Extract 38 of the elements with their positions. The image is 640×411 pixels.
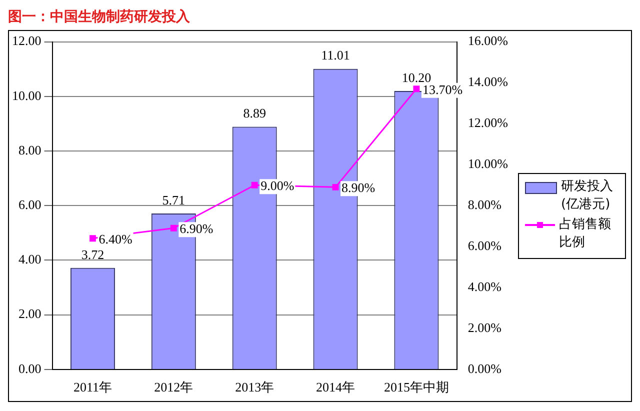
y2-tick-label: 4.00% xyxy=(468,278,502,294)
data-label: 6.90% xyxy=(180,221,214,236)
y2-tick-label: 6.00% xyxy=(468,238,502,253)
data-label: 9.00% xyxy=(260,178,294,194)
x-tick-label: 2011年 xyxy=(73,380,112,395)
y-tick-label: 2.00 xyxy=(18,306,42,322)
point xyxy=(332,184,339,190)
legend-label: 占销售额比例 xyxy=(559,216,612,252)
data-label: 6.40% xyxy=(98,231,132,246)
chart-title: 图一：中国生物制药研发投入 xyxy=(8,8,191,27)
data-label: 3.72 xyxy=(81,246,104,262)
point xyxy=(89,235,96,242)
y-tick-label: 4.00 xyxy=(18,252,42,267)
y2-tick-label: 0.00% xyxy=(468,360,502,376)
y2-tick-label: 14.00% xyxy=(468,74,508,90)
x-tick-label: 2014年 xyxy=(316,380,356,395)
x-tick-label: 2012年 xyxy=(154,380,194,395)
legend-label: 研发投入(亿港元) xyxy=(561,178,614,214)
y-tick-label: 8.00 xyxy=(18,142,42,158)
y2-tick-label: 16.00% xyxy=(468,33,508,48)
x-tick-label: 2013年 xyxy=(235,380,274,395)
y-tick-label: 6.00 xyxy=(18,197,42,212)
y-tick-label: 12.00 xyxy=(12,33,42,48)
y-tick-label: 10.00 xyxy=(12,88,42,103)
data-label: 8.90% xyxy=(342,180,376,196)
data-label: 13.70% xyxy=(422,82,463,97)
y-tick-label: 0.00 xyxy=(18,360,42,376)
y2-tick-label: 8.00% xyxy=(468,197,502,212)
y2-tick-label: 12.00% xyxy=(468,115,508,130)
y2-tick-label: 2.00% xyxy=(468,320,502,335)
data-label: 8.89 xyxy=(243,106,266,121)
data-label: 11.01 xyxy=(321,48,350,63)
point xyxy=(251,182,258,188)
point xyxy=(170,224,177,232)
data-label: 5.71 xyxy=(162,192,186,208)
point xyxy=(413,86,420,92)
x-tick-label: 2015年中期 xyxy=(384,380,449,395)
y2-tick-label: 10.00% xyxy=(468,156,508,172)
